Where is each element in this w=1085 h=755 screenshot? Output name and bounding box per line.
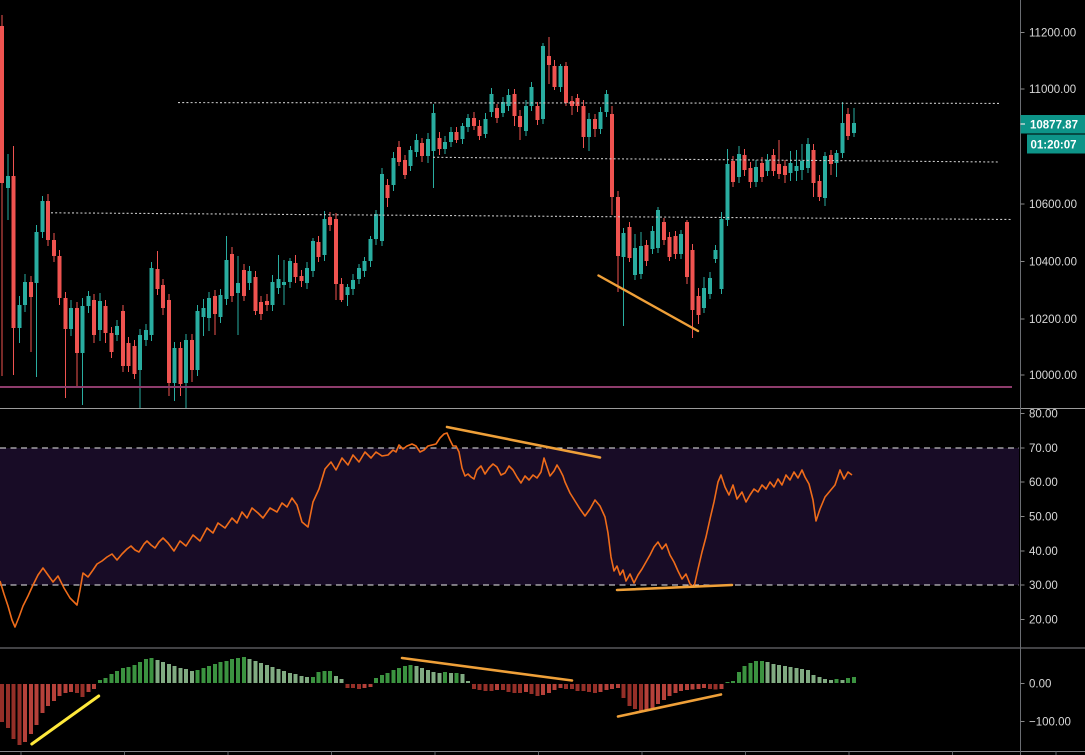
svg-text:20.00: 20.00 [1029, 615, 1058, 627]
svg-text:10400.00: 10400.00 [1029, 256, 1077, 268]
svg-text:01:20:07: 01:20:07 [1031, 140, 1077, 152]
svg-text:11200.00: 11200.00 [1029, 27, 1076, 39]
svg-text:40.00: 40.00 [1029, 546, 1058, 558]
svg-text:−100.00: −100.00 [1029, 717, 1071, 729]
svg-text:0.00: 0.00 [1029, 679, 1051, 691]
svg-text:80.00: 80.00 [1029, 408, 1058, 420]
svg-text:70.00: 70.00 [1029, 443, 1058, 455]
svg-text:10200.00: 10200.00 [1029, 314, 1077, 326]
svg-text:50.00: 50.00 [1029, 512, 1058, 524]
svg-text:10000.00: 10000.00 [1029, 370, 1077, 382]
svg-text:30.00: 30.00 [1029, 580, 1058, 592]
svg-text:10600.00: 10600.00 [1029, 199, 1077, 211]
svg-text:11000.00: 11000.00 [1029, 84, 1076, 96]
svg-text:10877.87: 10877.87 [1030, 120, 1078, 132]
svg-text:60.00: 60.00 [1029, 477, 1058, 489]
